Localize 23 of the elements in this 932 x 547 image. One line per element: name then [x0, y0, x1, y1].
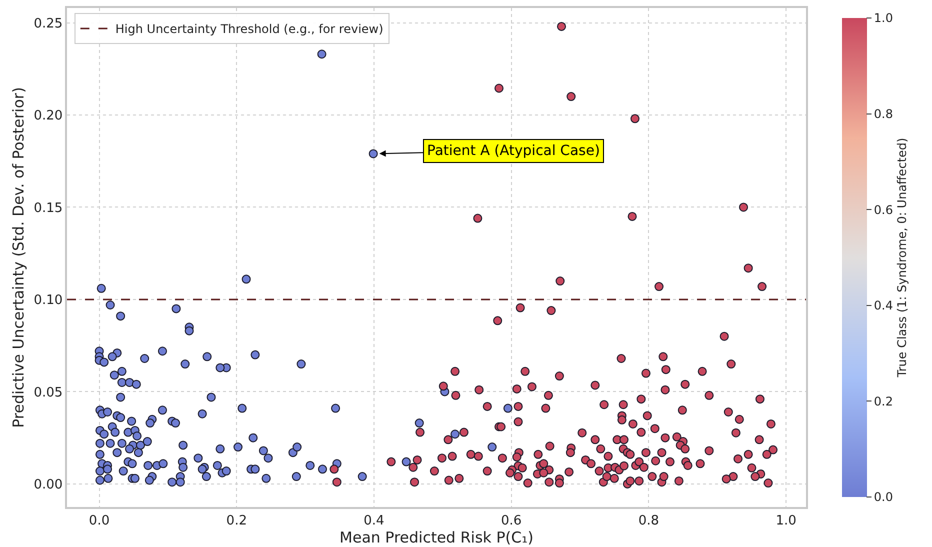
- y-tick-label: 0.10: [34, 293, 63, 308]
- x-tick-label: 0.6: [501, 513, 522, 528]
- x-tick-label: 1.0: [776, 513, 796, 528]
- y-axis-title: Predictive Uncertainty (Std. Dev. of Posterior): [9, 87, 28, 428]
- y-tick-label: 0.05: [34, 385, 63, 400]
- color-bar-label: 0.0: [874, 490, 893, 504]
- x-axis-title: Mean Predicted Risk P(C₁): [340, 528, 534, 546]
- color-bar-label: 0.4: [874, 298, 893, 313]
- x-tick-label: 0.2: [226, 513, 247, 528]
- y-tick-label: 0.25: [34, 16, 63, 32]
- color-bar-title: True Class (1: Syndrome, 0: Unaffected): [894, 138, 909, 378]
- annotation: Patient A (Atypical Case): [427, 143, 600, 159]
- x-tick-label: 0.0: [88, 513, 110, 528]
- x-tick-label: 0.8: [638, 513, 660, 528]
- color-bar-label: 1.0: [874, 11, 893, 26]
- x-tick-label: 0.4: [364, 513, 384, 528]
- y-tick-label: 0.20: [34, 108, 63, 124]
- color-bar-label: 0.8: [874, 107, 893, 121]
- legend-label: High Uncertainty Threshold (e.g., for review): [115, 22, 384, 36]
- color-bar-label: 0.2: [874, 394, 893, 408]
- y-tick-label: 0.00: [34, 477, 63, 492]
- color-bar-label: 0.6: [874, 202, 893, 217]
- y-tick-label: 0.15: [34, 200, 63, 216]
